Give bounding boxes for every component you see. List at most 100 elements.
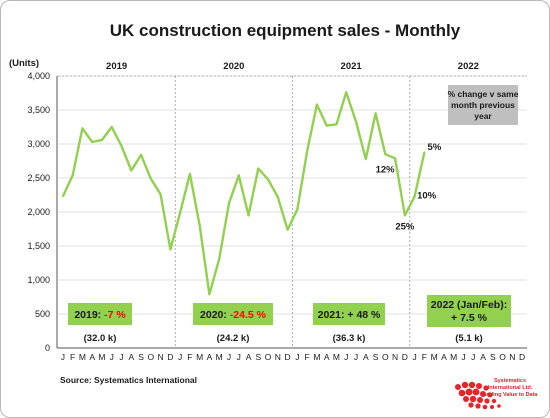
data-point	[316, 103, 318, 106]
x-tick-label: M	[196, 352, 203, 362]
x-tick-label: J	[110, 352, 114, 362]
x-tick-label: N	[158, 352, 164, 362]
data-point	[276, 196, 279, 198]
x-tick-label: M	[431, 352, 438, 362]
change-note-text: % change v same month previous year	[448, 89, 519, 121]
summary-box-bg	[193, 303, 273, 325]
summary-box-total: (5.1 k)	[455, 333, 482, 344]
annotation-label: 5%	[428, 142, 442, 153]
x-tick-label: N	[392, 352, 398, 362]
x-tick-label: D	[167, 352, 173, 362]
data-point	[296, 208, 299, 211]
x-tick-label: J	[461, 352, 465, 362]
year-label: 2021	[341, 61, 363, 72]
y-axis-ticks: 0 500 1,000 1,500 2,000 2,500 3,000 3,500 4,000	[27, 71, 50, 353]
summary-boxes: 2019: -7 %(32.0 k)2020: -24.5 %(24.2 k)2…	[68, 295, 511, 344]
summary-box-total: (24.2 k)	[217, 333, 250, 344]
summary-box: 2021: + 48 % (36.3 k)	[313, 303, 385, 344]
series-line	[61, 91, 426, 296]
x-tick-label: A	[128, 352, 134, 362]
data-point	[423, 151, 426, 154]
data-point	[413, 195, 416, 198]
annotation-label: 25%	[395, 221, 415, 232]
logo-text-tagline: Adding Value to Data	[482, 392, 538, 398]
data-point	[228, 202, 230, 205]
summary-box: 2022 (Jan/Feb):+ 7.5 % (5.1 k)	[427, 295, 511, 344]
x-tick-label: O	[148, 352, 155, 362]
data-point	[179, 211, 182, 214]
x-tick-label: J	[354, 352, 358, 362]
x-tick-label: F	[70, 352, 75, 362]
x-tick-label: O	[382, 352, 389, 362]
data-point	[364, 158, 367, 160]
year-label: 2020	[223, 61, 244, 72]
data-point	[218, 258, 221, 260]
data-point	[306, 149, 309, 152]
x-tick-label: A	[246, 352, 252, 362]
summary-box-title: 2021: + 48 %	[318, 309, 381, 321]
data-point	[61, 195, 64, 198]
y-tick-label: 0	[45, 343, 50, 353]
x-tick-label: J	[295, 352, 299, 362]
summary-box-title: 2020: -24.5 %	[200, 309, 267, 321]
logo-text-ltd: International Ltd.	[488, 385, 533, 391]
data-point	[325, 124, 328, 127]
summary-box: 2020: -24.5 % (24.2 k)	[193, 303, 273, 344]
x-tick-label: F	[187, 352, 192, 362]
data-point	[394, 157, 396, 160]
data-point	[286, 228, 289, 231]
data-point	[345, 91, 348, 94]
x-tick-label: S	[138, 352, 144, 362]
x-tick-label: A	[89, 352, 95, 362]
y-tick-label: 1,500	[27, 241, 50, 251]
x-tick-label: D	[519, 352, 525, 362]
x-tick-label: A	[480, 352, 486, 362]
x-tick-label: J	[413, 352, 417, 362]
x-tick-label: O	[499, 352, 506, 362]
x-tick-label: S	[255, 352, 261, 362]
year-dividers	[58, 75, 527, 348]
summary-box-bg	[313, 303, 385, 325]
change-note-box: % change v same month previous year	[448, 85, 519, 125]
source-note: Source: Systematics International	[60, 375, 197, 385]
y-tick-label: 2,000	[27, 207, 50, 217]
x-tick-label: J	[178, 352, 182, 362]
data-point	[169, 248, 172, 251]
y-tick-label: 4,000	[27, 71, 50, 81]
summary-box-total: (32.0 k)	[84, 333, 117, 344]
data-point	[335, 123, 338, 126]
x-tick-label: A	[324, 352, 330, 362]
year-label: 2022	[458, 61, 479, 72]
summary-box-change: + 7.5 %	[451, 312, 488, 324]
data-point	[208, 293, 211, 296]
logo-text-name: Systematics	[494, 378, 526, 384]
data-point	[247, 214, 250, 217]
x-tick-label: J	[61, 352, 65, 362]
data-point	[189, 173, 191, 175]
x-tick-label: A	[363, 352, 369, 362]
data-point	[257, 167, 260, 170]
data-point	[149, 177, 152, 180]
summary-box-total: (36.3 k)	[333, 333, 366, 344]
x-tick-label: J	[227, 352, 231, 362]
x-tick-label: M	[450, 352, 457, 362]
data-point	[198, 224, 201, 227]
y-tick-label: 2,500	[27, 173, 50, 183]
point-annotations: 12% 25% 10% 5%	[376, 142, 442, 232]
x-tick-label: M	[216, 352, 223, 362]
x-tick-label: D	[285, 352, 291, 362]
x-tick-label: F	[422, 352, 427, 362]
data-point	[91, 141, 94, 143]
data-point	[101, 139, 103, 141]
data-point	[159, 193, 162, 196]
data-point	[71, 174, 74, 177]
data-point	[140, 153, 142, 156]
series-sales	[61, 91, 426, 296]
chart-title: UK construction equipment sales - Monthl…	[110, 21, 461, 40]
data-point	[355, 120, 357, 123]
x-tick-label: M	[79, 352, 86, 362]
data-point	[374, 112, 377, 115]
data-point	[130, 169, 133, 172]
